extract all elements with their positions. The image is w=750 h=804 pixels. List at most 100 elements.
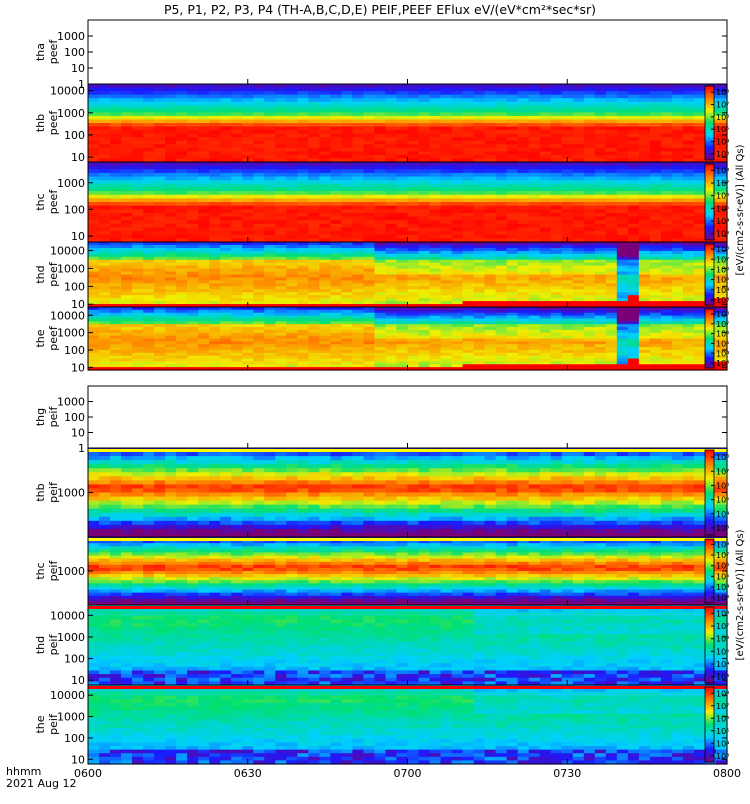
colorbar bbox=[705, 86, 714, 160]
panel-label-product: peef bbox=[47, 189, 60, 215]
colorbar-tick-label: 10⁴ bbox=[716, 510, 729, 519]
colorbar-tick-label: 10⁵ bbox=[716, 204, 729, 213]
colorbar-tick-label: 10⁷ bbox=[716, 702, 729, 711]
panel-label-probe: thc bbox=[34, 562, 47, 579]
y-tick-label: 100 bbox=[64, 411, 85, 424]
colorbar-tick-label: 10⁷ bbox=[716, 101, 729, 110]
panel-label-probe: thd bbox=[34, 636, 47, 654]
panel-label-probe: thg bbox=[34, 408, 47, 426]
colorbar-tick-label: 10⁶ bbox=[716, 192, 729, 201]
x-tick-label: 0800 bbox=[713, 767, 741, 780]
band-strip bbox=[88, 606, 727, 609]
colorbar-tick-label: 10⁷ bbox=[716, 255, 729, 264]
colorbar bbox=[705, 244, 714, 305]
colorbar-tick-label: 10⁶ bbox=[716, 635, 729, 644]
panel-label-product: peif bbox=[47, 634, 60, 656]
x-axis-label-date: 2021 Aug 12 bbox=[6, 777, 76, 790]
panel-frame bbox=[88, 20, 727, 84]
y-tick-label: 1000 bbox=[57, 327, 85, 340]
colorbar-tick-label: 10⁸ bbox=[716, 689, 729, 698]
y-tick-label: 1000 bbox=[57, 711, 85, 724]
y-tick-label: 10 bbox=[71, 151, 85, 164]
colorbar-tick-label: 10⁸ bbox=[716, 88, 729, 97]
y-tick-label: 10000 bbox=[50, 689, 85, 702]
y-tick-label: 100 bbox=[64, 653, 85, 666]
colorbar-tick-label: 10⁶ bbox=[716, 330, 729, 339]
colorbar bbox=[705, 309, 714, 368]
colorbar-tick-label: 10⁷ bbox=[716, 467, 729, 476]
y-tick-label: 1000 bbox=[57, 177, 85, 190]
panel-label-product: peef bbox=[47, 261, 60, 287]
x-tick-label: 0700 bbox=[394, 767, 422, 780]
colorbar-tick-label: 10⁴ bbox=[716, 739, 729, 748]
colorbar-tick-label: 10⁴ bbox=[716, 138, 729, 147]
colorbar-tick-label: 10⁸ bbox=[716, 609, 729, 618]
y-tick-label: 1000 bbox=[57, 631, 85, 644]
colorbar-tick-label: 10⁵ bbox=[716, 125, 729, 134]
colorbar bbox=[705, 450, 714, 535]
colorbar-tick-label: 10³ bbox=[716, 673, 729, 682]
colorbar-tick-label: 10⁵ bbox=[716, 727, 729, 736]
y-tick-label: 100 bbox=[64, 732, 85, 745]
panel-frame bbox=[88, 386, 727, 448]
x-tick-label: 0600 bbox=[74, 767, 102, 780]
colorbar bbox=[705, 164, 714, 240]
panel-label-product: peef bbox=[47, 110, 60, 136]
y-tick-label: 1000 bbox=[57, 565, 85, 578]
colorbar-tick-label: 10⁶ bbox=[716, 562, 729, 571]
y-tick-label: 10000 bbox=[50, 245, 85, 258]
y-tick-label: 100 bbox=[64, 129, 85, 142]
panel-label-product: peif bbox=[47, 560, 60, 582]
band-strip bbox=[88, 449, 727, 452]
colorbar-tick-label: 10⁶ bbox=[716, 481, 729, 490]
colorbar-label-electrons: [eV/(cm2-s-sr-eV)] (All Qs) bbox=[735, 144, 746, 275]
band-strip bbox=[88, 538, 727, 541]
y-tick-label: 10 bbox=[71, 427, 85, 440]
colorbar-tick-label: 10³ bbox=[716, 752, 729, 761]
y-tick-label: 1 bbox=[78, 442, 85, 455]
colorbar-label-ions: [eV/(cm2-s-sr-eV)] (All Qs) bbox=[735, 529, 746, 660]
colorbar bbox=[705, 607, 714, 683]
y-tick-label: 1000 bbox=[57, 396, 85, 409]
colorbar bbox=[705, 687, 714, 762]
y-tick-label: 100 bbox=[64, 46, 85, 59]
chart-title: P5, P1, P2, P3, P4 (TH-A,B,C,D,E) PEIF,P… bbox=[164, 2, 596, 17]
colorbar-tick-label: 10⁸ bbox=[716, 453, 729, 462]
colorbar-tick-label: 10³ bbox=[716, 230, 729, 239]
colorbar-tick-label: 10⁵ bbox=[716, 276, 729, 285]
panel-label-probe: thd bbox=[34, 265, 47, 283]
panel-label-product: peif bbox=[47, 406, 60, 428]
y-tick-label: 10000 bbox=[50, 609, 85, 622]
colorbar-tick-label: 10⁴ bbox=[716, 349, 729, 358]
colorbar-tick-label: 10⁵ bbox=[716, 496, 729, 505]
colorbar-tick-label: 10³ bbox=[716, 594, 729, 603]
colorbar-tick-label: 10⁴ bbox=[716, 583, 729, 592]
panel-label-probe: thb bbox=[34, 114, 47, 132]
panel-label-probe: the bbox=[34, 329, 47, 347]
y-tick-label: 1000 bbox=[57, 262, 85, 275]
colorbar-tick-label: 10⁶ bbox=[716, 265, 729, 274]
colorbar-tick-label: 10⁸ bbox=[716, 310, 729, 319]
y-tick-label: 100 bbox=[64, 203, 85, 216]
y-tick-label: 10 bbox=[71, 361, 85, 374]
band-strip bbox=[88, 686, 727, 689]
panel-label-product: peif bbox=[47, 713, 60, 735]
colorbar-tick-label: 10⁸ bbox=[716, 166, 729, 175]
colorbar bbox=[705, 539, 714, 603]
colorbar-tick-label: 10⁴ bbox=[716, 660, 729, 669]
colorbar-tick-label: 10⁵ bbox=[716, 572, 729, 581]
panel-label-probe: thc bbox=[34, 193, 47, 210]
x-tick-label: 0730 bbox=[553, 767, 581, 780]
